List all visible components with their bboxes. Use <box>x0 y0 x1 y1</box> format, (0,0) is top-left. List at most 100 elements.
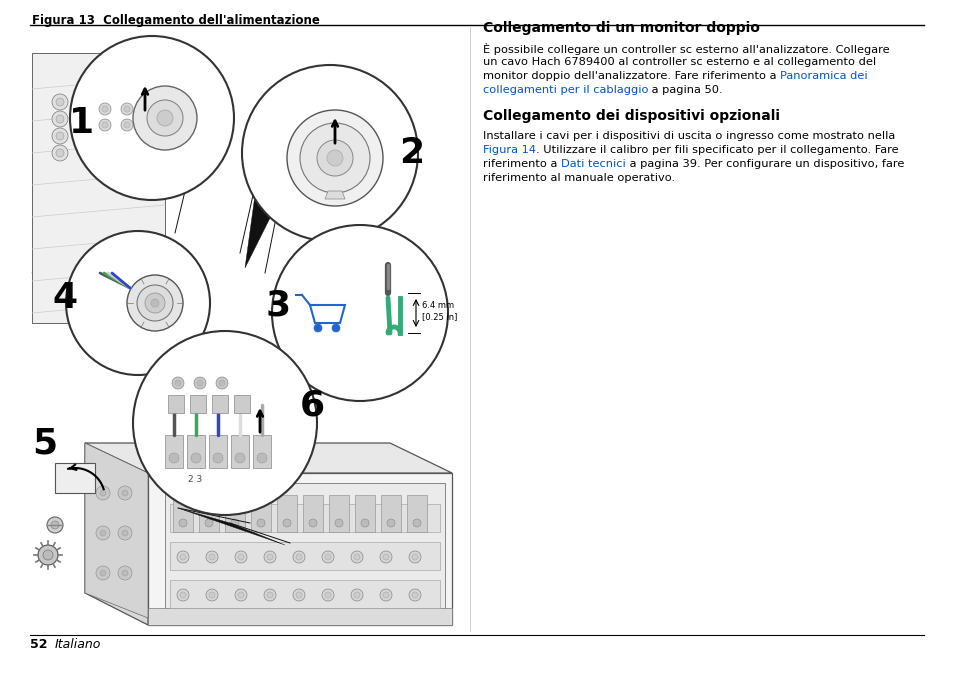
Polygon shape <box>168 395 184 413</box>
Circle shape <box>264 551 275 563</box>
Text: a pagina 50.: a pagina 50. <box>648 85 722 95</box>
Text: riferimento a: riferimento a <box>482 159 560 169</box>
Circle shape <box>413 519 420 527</box>
Circle shape <box>299 123 370 193</box>
Circle shape <box>231 519 239 527</box>
Text: Panoramica dei: Panoramica dei <box>780 71 867 81</box>
Circle shape <box>99 103 111 115</box>
Circle shape <box>124 106 130 112</box>
Text: Collegamento dei dispositivi opzionali: Collegamento dei dispositivi opzionali <box>482 109 780 123</box>
Circle shape <box>145 293 165 313</box>
Polygon shape <box>32 53 165 323</box>
Circle shape <box>354 592 359 598</box>
Circle shape <box>237 554 244 560</box>
Circle shape <box>56 98 64 106</box>
Circle shape <box>295 554 302 560</box>
Circle shape <box>122 570 128 576</box>
Text: . Utilizzare il calibro per fili specificato per il collegamento. Fare: . Utilizzare il calibro per fili specifi… <box>536 145 898 155</box>
Text: 2: 2 <box>399 136 424 170</box>
Circle shape <box>147 100 183 136</box>
Circle shape <box>379 589 392 601</box>
Circle shape <box>132 331 316 515</box>
Circle shape <box>132 86 196 150</box>
Circle shape <box>379 551 392 563</box>
Polygon shape <box>225 495 245 532</box>
Circle shape <box>272 225 448 401</box>
Circle shape <box>209 592 214 598</box>
Polygon shape <box>165 435 183 468</box>
Circle shape <box>209 554 214 560</box>
Circle shape <box>206 589 218 601</box>
Text: 1: 1 <box>70 106 94 140</box>
Text: Collegamento di un monitor doppio: Collegamento di un monitor doppio <box>482 21 760 35</box>
Text: Figura 14: Figura 14 <box>482 145 536 155</box>
Text: Dati tecnici: Dati tecnici <box>560 159 625 169</box>
Circle shape <box>267 554 273 560</box>
Polygon shape <box>212 395 228 413</box>
Circle shape <box>174 380 181 386</box>
Circle shape <box>267 592 273 598</box>
Polygon shape <box>148 608 452 625</box>
Circle shape <box>112 94 128 110</box>
Circle shape <box>360 519 369 527</box>
Circle shape <box>264 589 275 601</box>
Text: collegamenti per il cablaggio: collegamenti per il cablaggio <box>482 85 648 95</box>
Circle shape <box>322 551 334 563</box>
Text: 2 3: 2 3 <box>188 475 202 484</box>
Circle shape <box>122 490 128 496</box>
Circle shape <box>206 551 218 563</box>
Circle shape <box>169 453 179 463</box>
Polygon shape <box>190 395 206 413</box>
Circle shape <box>100 570 106 576</box>
Polygon shape <box>303 495 323 532</box>
Circle shape <box>102 106 108 112</box>
Circle shape <box>127 275 183 331</box>
Circle shape <box>96 486 110 500</box>
Circle shape <box>172 377 184 389</box>
Circle shape <box>38 545 58 565</box>
Circle shape <box>66 231 210 375</box>
Circle shape <box>256 453 267 463</box>
Circle shape <box>295 592 302 598</box>
Polygon shape <box>231 435 249 468</box>
Circle shape <box>256 519 265 527</box>
Circle shape <box>412 554 417 560</box>
Polygon shape <box>172 495 193 532</box>
Polygon shape <box>85 443 452 473</box>
Text: Installare i cavi per i dispositivi di uscita o ingresso come mostrato nella: Installare i cavi per i dispositivi di u… <box>482 131 894 141</box>
Text: riferimento al manuale operativo.: riferimento al manuale operativo. <box>482 173 675 183</box>
Circle shape <box>43 550 53 560</box>
Circle shape <box>382 592 389 598</box>
Text: un cavo Hach 6789400 al controller sc esterno e al collegamento del: un cavo Hach 6789400 al controller sc es… <box>482 57 875 67</box>
Polygon shape <box>329 495 349 532</box>
Polygon shape <box>165 483 444 618</box>
Circle shape <box>116 115 124 123</box>
Circle shape <box>382 554 389 560</box>
Circle shape <box>234 589 247 601</box>
Circle shape <box>157 110 172 126</box>
Circle shape <box>327 150 343 166</box>
Polygon shape <box>355 495 375 532</box>
Circle shape <box>351 589 363 601</box>
Polygon shape <box>148 473 452 625</box>
Circle shape <box>354 554 359 560</box>
Circle shape <box>293 589 305 601</box>
Circle shape <box>151 299 159 307</box>
Circle shape <box>325 554 331 560</box>
Circle shape <box>99 119 111 131</box>
Text: 6: 6 <box>299 388 324 422</box>
Circle shape <box>70 36 233 200</box>
Polygon shape <box>325 191 345 199</box>
Circle shape <box>47 517 63 533</box>
Circle shape <box>116 149 124 157</box>
Text: Italiano: Italiano <box>55 638 101 651</box>
Circle shape <box>122 530 128 536</box>
Polygon shape <box>170 542 439 570</box>
Circle shape <box>234 453 245 463</box>
Polygon shape <box>407 495 427 532</box>
Polygon shape <box>253 435 271 468</box>
Circle shape <box>213 453 223 463</box>
Circle shape <box>293 551 305 563</box>
Circle shape <box>177 551 189 563</box>
Polygon shape <box>85 443 148 625</box>
